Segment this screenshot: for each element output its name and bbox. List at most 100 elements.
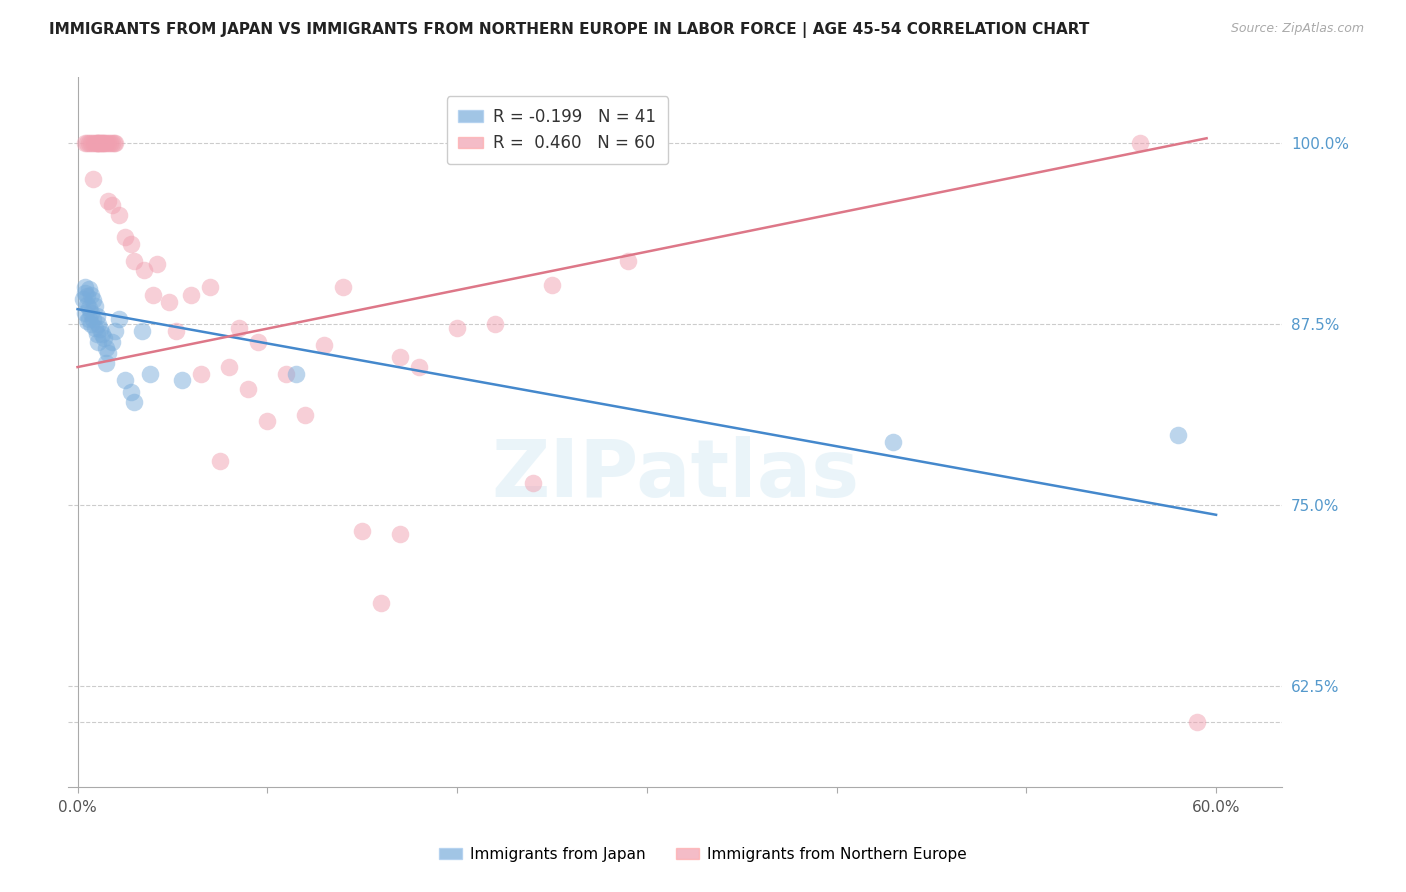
- Point: [218, 360, 240, 375]
- Point: [83, 136, 105, 150]
- Point: [87, 136, 110, 150]
- Point: [1185, 714, 1208, 729]
- Legend: R = -0.199   N = 41, R =  0.460   N = 60: R = -0.199 N = 41, R = 0.460 N = 60: [447, 96, 668, 164]
- Point: [294, 408, 316, 422]
- Point: [104, 136, 127, 150]
- Point: [246, 335, 269, 350]
- Point: [108, 312, 131, 326]
- Point: [180, 287, 202, 301]
- Text: IMMIGRANTS FROM JAPAN VS IMMIGRANTS FROM NORTHERN EUROPE IN LABOR FORCE | AGE 45: IMMIGRANTS FROM JAPAN VS IMMIGRANTS FROM…: [49, 22, 1090, 38]
- Point: [94, 356, 117, 370]
- Point: [256, 414, 278, 428]
- Point: [86, 136, 108, 150]
- Point: [157, 294, 180, 309]
- Point: [77, 136, 100, 150]
- Point: [77, 301, 100, 315]
- Point: [1129, 136, 1152, 150]
- Point: [75, 136, 97, 150]
- Point: [522, 475, 544, 490]
- Point: [89, 322, 111, 336]
- Point: [83, 321, 105, 335]
- Point: [93, 136, 115, 150]
- Point: [120, 237, 142, 252]
- Legend: Immigrants from Japan, Immigrants from Northern Europe: Immigrants from Japan, Immigrants from N…: [433, 841, 973, 868]
- Point: [93, 136, 115, 150]
- Point: [284, 368, 307, 382]
- Point: [446, 321, 468, 335]
- Point: [77, 312, 100, 326]
- Point: [82, 136, 104, 150]
- Point: [124, 254, 146, 268]
- Point: [100, 335, 122, 350]
- Point: [132, 263, 155, 277]
- Point: [75, 286, 97, 301]
- Point: [146, 257, 169, 271]
- Point: [124, 394, 146, 409]
- Point: [98, 136, 121, 150]
- Point: [314, 338, 336, 352]
- Point: [91, 136, 114, 150]
- Point: [97, 345, 120, 359]
- Point: [408, 360, 430, 375]
- Point: [82, 171, 104, 186]
- Point: [87, 317, 110, 331]
- Point: [332, 280, 354, 294]
- Point: [108, 208, 131, 222]
- Point: [97, 136, 120, 150]
- Point: [86, 310, 108, 324]
- Point: [75, 280, 97, 294]
- Point: [882, 435, 904, 450]
- Point: [484, 317, 506, 331]
- Point: [389, 526, 412, 541]
- Point: [352, 524, 374, 538]
- Point: [80, 287, 103, 301]
- Point: [72, 292, 94, 306]
- Point: [190, 368, 212, 382]
- Point: [91, 136, 114, 150]
- Point: [94, 136, 117, 150]
- Point: [91, 326, 114, 341]
- Point: [1167, 428, 1189, 442]
- Point: [97, 194, 120, 208]
- Point: [104, 324, 127, 338]
- Point: [138, 368, 160, 382]
- Point: [76, 136, 98, 150]
- Point: [370, 596, 392, 610]
- Point: [87, 335, 110, 350]
- Point: [82, 312, 104, 326]
- Point: [80, 317, 103, 331]
- Point: [76, 298, 98, 312]
- Point: [87, 136, 110, 150]
- Point: [94, 341, 117, 355]
- Point: [83, 299, 105, 313]
- Point: [80, 136, 103, 150]
- Point: [86, 326, 108, 341]
- Text: Source: ZipAtlas.com: Source: ZipAtlas.com: [1230, 22, 1364, 36]
- Point: [165, 324, 187, 338]
- Point: [89, 136, 111, 150]
- Point: [389, 350, 412, 364]
- Point: [200, 280, 222, 294]
- Point: [208, 454, 231, 468]
- Point: [77, 282, 100, 296]
- Point: [76, 289, 98, 303]
- Point: [541, 277, 564, 292]
- Point: [82, 293, 104, 308]
- Point: [86, 136, 108, 150]
- Point: [131, 324, 153, 338]
- Point: [89, 136, 111, 150]
- Point: [80, 306, 103, 320]
- Point: [114, 373, 136, 387]
- Point: [114, 229, 136, 244]
- Point: [228, 321, 250, 335]
- Point: [617, 254, 640, 268]
- Point: [142, 287, 165, 301]
- Point: [93, 331, 115, 345]
- Point: [76, 314, 98, 328]
- Point: [276, 368, 298, 382]
- Point: [238, 382, 260, 396]
- Point: [100, 198, 122, 212]
- Point: [120, 384, 142, 399]
- Point: [100, 136, 122, 150]
- Point: [75, 306, 97, 320]
